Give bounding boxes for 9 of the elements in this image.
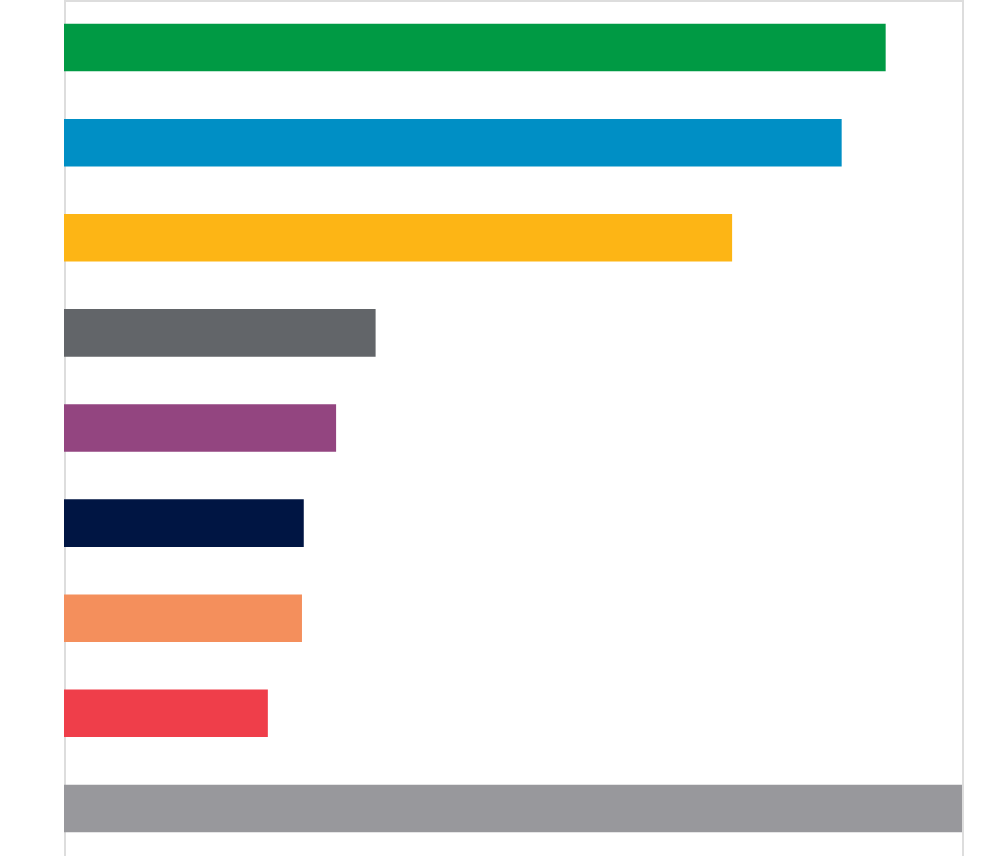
bar — [64, 784, 962, 833]
bar — [64, 594, 302, 642]
bar — [64, 499, 304, 547]
bar — [64, 309, 376, 357]
bar — [64, 23, 886, 72]
bar — [64, 118, 842, 167]
bar — [64, 214, 733, 262]
bar — [64, 404, 337, 452]
bar — [64, 689, 268, 738]
